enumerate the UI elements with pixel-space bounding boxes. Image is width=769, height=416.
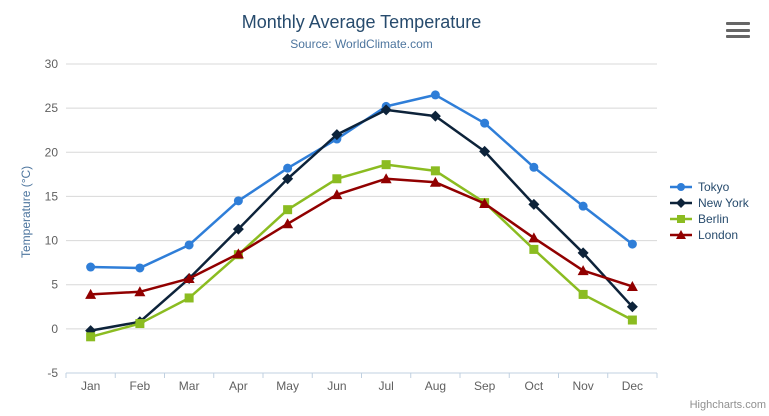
data-point[interactable] <box>577 247 589 259</box>
circle-legend-marker-icon <box>670 183 692 191</box>
data-point[interactable] <box>676 230 686 239</box>
legend-item-tokyo[interactable]: Tokyo <box>669 179 749 195</box>
x-axis-label: Feb <box>130 379 151 393</box>
x-axis-label: May <box>276 379 299 393</box>
series-line[interactable] <box>89 108 634 332</box>
y-axis-title: Temperature (°C) <box>19 165 33 258</box>
data-point[interactable] <box>626 280 638 291</box>
data-point[interactable] <box>479 145 491 157</box>
data-point[interactable] <box>676 198 686 208</box>
credits-link[interactable]: Highcharts.com <box>689 399 766 411</box>
legend-label: Berlin <box>698 212 729 226</box>
data-point[interactable] <box>577 265 589 276</box>
y-axis-label: 5 <box>51 278 58 292</box>
series-berlin[interactable] <box>86 160 637 342</box>
data-point[interactable] <box>282 173 294 185</box>
data-point[interactable] <box>86 262 96 272</box>
data-point[interactable] <box>528 232 540 243</box>
data-point[interactable] <box>430 166 440 176</box>
data-point[interactable] <box>184 293 194 303</box>
x-axis-label: Aug <box>425 379 446 393</box>
data-point[interactable] <box>233 196 243 206</box>
data-point[interactable] <box>86 332 96 342</box>
data-point[interactable] <box>283 205 293 215</box>
hamburger-icon <box>726 22 750 38</box>
diamond-legend-marker-icon <box>670 198 692 208</box>
x-axis-label: Apr <box>229 379 248 393</box>
legend-item-new-york[interactable]: New York <box>669 195 749 211</box>
export-menu-button[interactable] <box>726 22 750 38</box>
data-point[interactable] <box>183 273 195 284</box>
chart-title: Monthly Average Temperature <box>241 12 482 32</box>
y-axis-label: 20 <box>45 145 59 159</box>
data-point[interactable] <box>184 240 194 250</box>
data-point[interactable] <box>627 315 637 325</box>
y-axis-label: 15 <box>45 189 59 203</box>
x-axis-label: Jan <box>81 379 100 393</box>
data-point[interactable] <box>578 289 588 299</box>
x-axis-label: Nov <box>572 379 593 393</box>
series-tokyo[interactable] <box>86 90 637 273</box>
legend-label: Tokyo <box>698 180 730 194</box>
data-point[interactable] <box>380 173 392 184</box>
legend-item-london[interactable]: London <box>669 227 749 243</box>
y-axis-label: 25 <box>45 101 59 115</box>
data-point[interactable] <box>331 189 343 200</box>
legend: Tokyo New York Berlin London <box>669 179 749 243</box>
y-axis-label: 30 <box>45 57 59 71</box>
data-point[interactable] <box>677 215 685 223</box>
data-point[interactable] <box>528 198 540 210</box>
data-point[interactable] <box>332 174 342 184</box>
square-legend-marker-icon <box>670 215 692 223</box>
series-line[interactable] <box>89 163 634 339</box>
x-axis-label: Sep <box>474 379 496 393</box>
legend-label: New York <box>698 196 749 210</box>
legend-item-berlin[interactable]: Berlin <box>669 211 749 227</box>
data-point[interactable] <box>283 163 293 173</box>
chart-subtitle: Source: WorldClimate.com <box>290 37 433 51</box>
data-point[interactable] <box>578 201 588 211</box>
data-point[interactable] <box>381 160 391 170</box>
data-point[interactable] <box>430 90 440 100</box>
data-point[interactable] <box>380 104 392 116</box>
legend-label: London <box>698 228 739 242</box>
series-line[interactable] <box>89 93 634 270</box>
series-london[interactable] <box>85 173 638 299</box>
data-point[interactable] <box>479 197 491 208</box>
data-point[interactable] <box>135 263 145 273</box>
x-axis-label: Dec <box>622 379 643 393</box>
data-point[interactable] <box>529 244 539 254</box>
data-point[interactable] <box>429 176 441 187</box>
data-point[interactable] <box>232 248 244 259</box>
data-point[interactable] <box>480 118 490 128</box>
x-axis-label: Oct <box>525 379 544 393</box>
data-point[interactable] <box>627 239 637 249</box>
data-point[interactable] <box>232 223 244 235</box>
triangle-legend-marker-icon <box>670 230 692 239</box>
x-axis-label: Jul <box>378 379 393 393</box>
data-point[interactable] <box>626 301 638 313</box>
data-point[interactable] <box>429 110 441 122</box>
data-point[interactable] <box>331 129 343 141</box>
x-axis-label: Mar <box>179 379 200 393</box>
data-point[interactable] <box>282 218 294 229</box>
y-axis-label: -5 <box>47 366 58 380</box>
data-point[interactable] <box>134 286 146 297</box>
data-point[interactable] <box>529 162 539 172</box>
y-axis-label: 0 <box>51 322 58 336</box>
data-point[interactable] <box>677 183 685 191</box>
x-axis-label: Jun <box>327 379 346 393</box>
y-axis-label: 10 <box>45 234 59 248</box>
data-point[interactable] <box>135 319 145 329</box>
series-new-york[interactable] <box>85 104 638 337</box>
data-point[interactable] <box>85 288 97 299</box>
series-line[interactable] <box>89 177 634 296</box>
